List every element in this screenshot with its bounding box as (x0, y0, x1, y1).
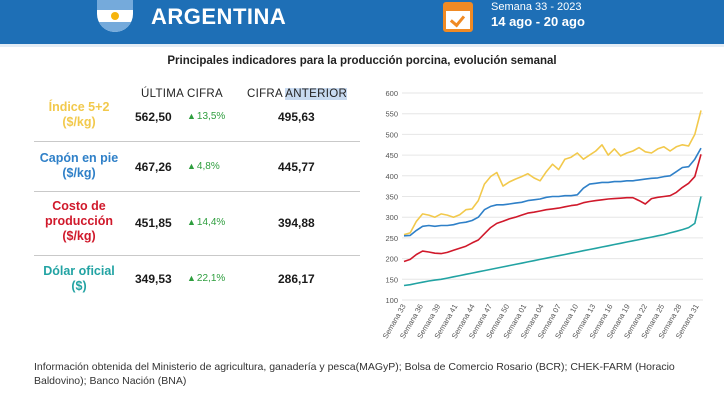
y-tick-label: 100 (385, 296, 398, 305)
series-line-2 (403, 154, 702, 263)
y-tick-label: 500 (385, 130, 398, 139)
change-badge-costo: ▲14,4% (187, 217, 226, 228)
source-footnote: Información obtenida del Ministerio de a… (34, 361, 675, 387)
y-tick-label: 300 (385, 213, 398, 222)
series-line-0 (403, 110, 702, 236)
y-tick-label: 400 (385, 172, 398, 181)
row-divider (34, 191, 360, 192)
row-divider (34, 141, 360, 142)
date-range: 14 ago - 20 ago (491, 14, 585, 29)
y-tick-label: 450 (385, 151, 398, 160)
argentina-flag-icon (97, 0, 133, 32)
indicator-label-costo: Costo de producción ($/kg) (44, 199, 114, 243)
change-badge-dolar: ▲22,1% (187, 273, 226, 284)
up-triangle-icon: ▲ (187, 161, 196, 171)
column-header-latest: ÚLTIMA CIFRA (141, 88, 223, 100)
y-tick-label: 250 (385, 234, 398, 243)
y-tick-label: 200 (385, 255, 398, 264)
y-tick-label: 600 (385, 89, 398, 98)
indicator-label-capon: Capón en pie ($/kg) (39, 151, 119, 180)
series-line-3 (403, 196, 702, 287)
latest-value-capon: 467,26 (135, 160, 172, 174)
week-label: Semana 33 - 2023 (491, 1, 582, 13)
header-divider (0, 44, 724, 47)
latest-value-costo: 451,85 (135, 216, 172, 230)
calendar-check-icon (443, 2, 473, 32)
header-bar: ARGENTINA Semana 33 - 2023 14 ago - 20 a… (0, 0, 724, 47)
latest-value-indice: 562,50 (135, 110, 172, 124)
column-header-previous: CIFRA ANTERIOR (247, 88, 348, 100)
y-tick-label: 550 (385, 110, 398, 119)
y-tick-label: 150 (385, 275, 398, 284)
up-triangle-icon: ▲ (187, 273, 196, 283)
change-badge-capon: ▲4,8% (187, 161, 220, 172)
country-title: ARGENTINA (151, 4, 287, 29)
series-line-1 (403, 147, 702, 237)
up-triangle-icon: ▲ (187, 111, 196, 121)
up-triangle-icon: ▲ (187, 217, 196, 227)
indicator-label-dolar: Dólar oficial ($) (43, 264, 115, 293)
previous-value-capon: 445,77 (278, 160, 315, 174)
report-subtitle: Principales indicadores para la producci… (167, 55, 557, 67)
previous-value-indice: 495,63 (278, 110, 315, 124)
row-divider (34, 255, 360, 256)
indicator-label-indice: Índice 5+2 ($/kg) (48, 100, 110, 129)
y-tick-label: 350 (385, 193, 398, 202)
previous-value-dolar: 286,17 (278, 272, 315, 286)
change-badge-indice: ▲13,5% (187, 111, 226, 122)
latest-value-dolar: 349,53 (135, 272, 172, 286)
previous-value-costo: 394,88 (278, 216, 315, 230)
